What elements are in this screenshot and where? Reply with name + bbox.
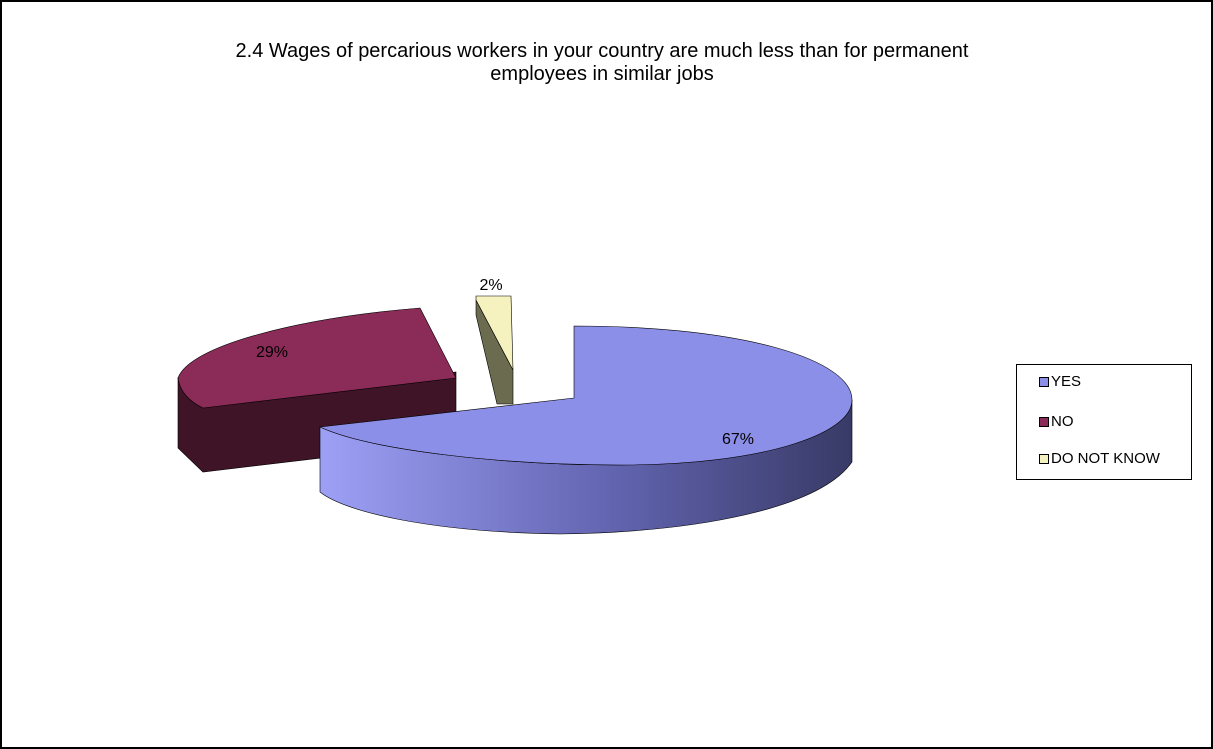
legend-swatch-yes: [1039, 377, 1049, 387]
slice-yes: [318, 325, 853, 535]
slice-dnk-top: [475, 295, 514, 371]
chart-title: 2.4 Wages of percarious workers in your …: [102, 40, 1102, 86]
chart-legend: YES NO DO NOT KNOW: [1016, 364, 1192, 480]
data-label-no: 29%: [256, 344, 288, 361]
legend-item-do-not-know: DO NOT KNOW: [1039, 450, 1160, 468]
legend-swatch-no: [1039, 417, 1049, 427]
chart-title-line-2: employees in similar jobs: [490, 63, 714, 85]
legend-label-yes: YES: [1051, 373, 1082, 390]
data-label-do-not-know: 2%: [479, 277, 502, 294]
slice-yes-top: [318, 325, 853, 466]
legend-swatch-do-not-know: [1039, 454, 1049, 464]
legend-item-yes: YES: [1039, 373, 1081, 391]
legend-label-do-not-know: DO NOT KNOW: [1051, 450, 1160, 467]
data-label-yes: 67%: [722, 431, 754, 448]
slice-do-not-know: [475, 295, 514, 405]
slice-no-top: [177, 307, 457, 409]
chart-title-line-1: 2.4 Wages of percarious workers in your …: [235, 40, 969, 62]
legend-label-no: NO: [1051, 413, 1074, 430]
legend-item-no: NO: [1039, 413, 1074, 431]
